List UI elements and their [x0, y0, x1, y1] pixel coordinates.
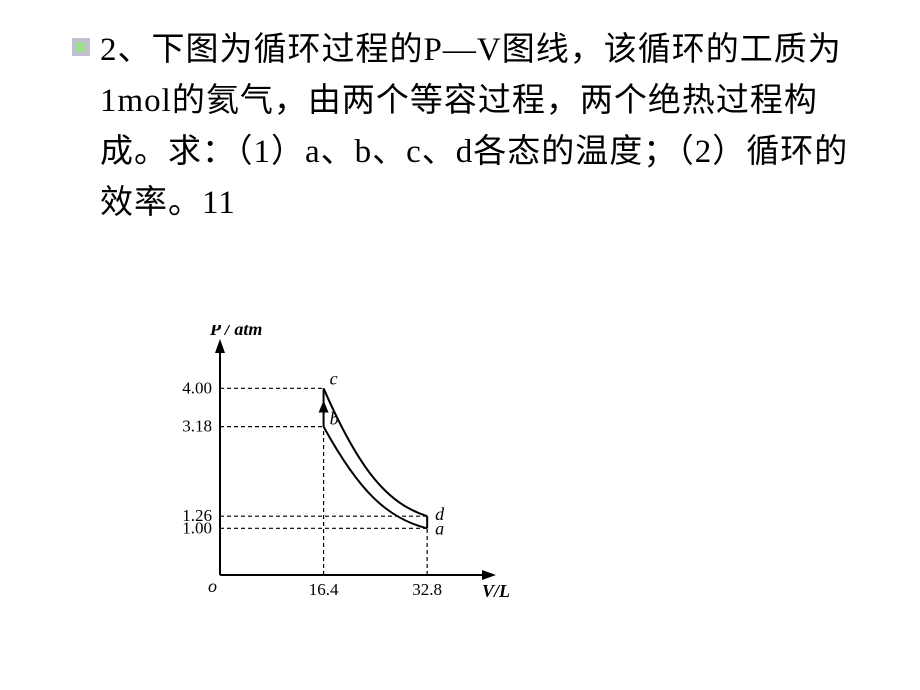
- problem-number: 2、: [100, 32, 152, 68]
- svg-text:a: a: [435, 518, 444, 538]
- svg-text:V/L: V/L: [482, 581, 510, 601]
- txt-trail: 11: [202, 185, 236, 221]
- svg-text:o: o: [208, 576, 217, 596]
- svg-text:4.00: 4.00: [182, 378, 212, 397]
- txt-q1n: 1: [254, 134, 272, 170]
- txt-pts: a、b、c、d: [305, 134, 473, 170]
- svg-text:32.8: 32.8: [412, 580, 442, 599]
- svg-text:P / atm: P / atm: [209, 325, 262, 339]
- list-bullet: [72, 38, 90, 56]
- txt-p1: 下图为循环过程的: [152, 32, 424, 68]
- svg-text:b: b: [330, 409, 339, 429]
- txt-mol: 1mol: [100, 83, 172, 119]
- txt-q2n: 2: [695, 134, 713, 170]
- txt-q1a: ）: [271, 134, 305, 170]
- svg-text:16.4: 16.4: [309, 580, 339, 599]
- problem-statement: 2、下图为循环过程的P—V图线，该循环的工质为1mol的氦气，由两个等容过程，两…: [100, 25, 860, 230]
- svg-text:1.26: 1.26: [182, 506, 212, 525]
- txt-p2: 图线，该循环的工质为: [502, 32, 842, 68]
- txt-p4: 各态的温度；（: [473, 134, 695, 170]
- txt-pv: P—V: [424, 32, 502, 68]
- svg-text:c: c: [330, 368, 338, 388]
- svg-text:3.18: 3.18: [182, 417, 212, 436]
- pv-diagram: P / atmV/Lo1.001.263.184.0016.432.8cbda: [150, 325, 520, 625]
